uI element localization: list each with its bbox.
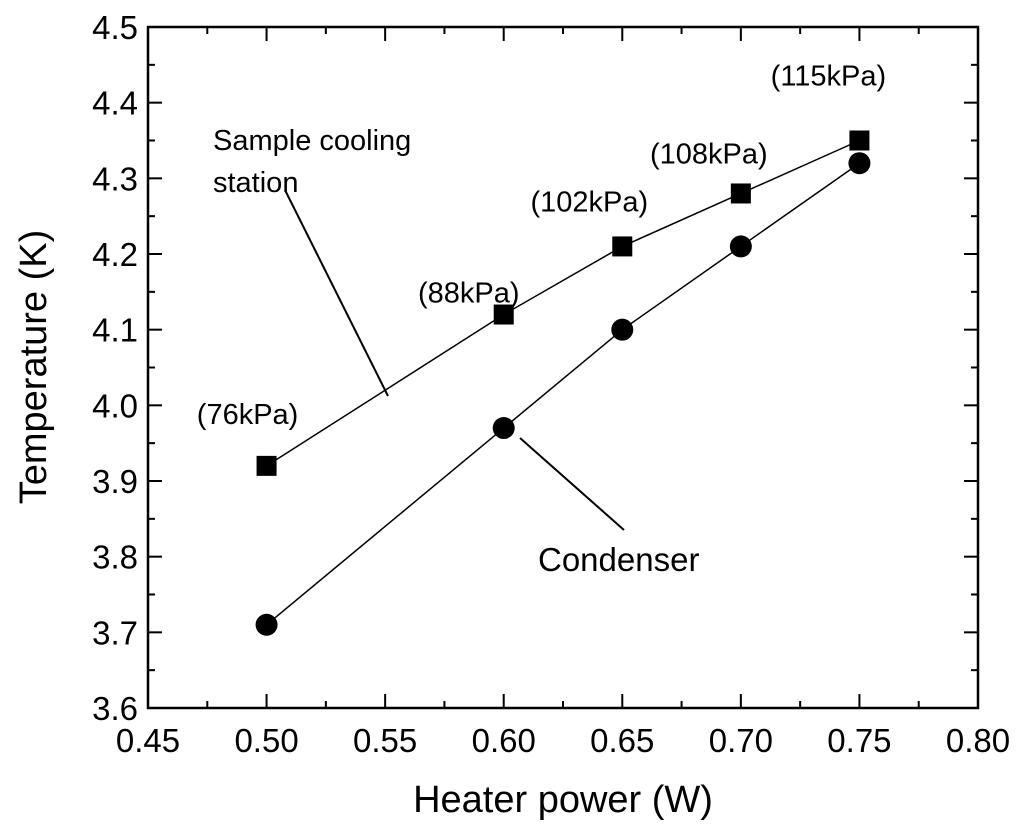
x-axis-title: Heater power (W) — [413, 779, 713, 821]
point-labels: (76kPa) (88kPa) (102kPa)(108kPa) (115kPa) — [197, 61, 886, 431]
pressure-label: (108kPa) — [650, 138, 768, 170]
square-marker — [256, 455, 277, 476]
y-tick-label: 3.6 — [92, 690, 138, 727]
x-tick-label: 0.75 — [827, 722, 891, 759]
y-tick-label: 4.5 — [92, 9, 138, 46]
y-tick-label: 4.3 — [92, 160, 138, 197]
y-tick-label: 3.9 — [92, 463, 138, 500]
circle-marker — [729, 235, 752, 258]
axis-tick-labels: 0.45 0.50 0.55 0.60 0.65 0.70 0.75 0.80 3.6 3.7 3.… — [92, 9, 1010, 759]
sample-cooling-annotation-line2: station — [213, 167, 298, 199]
axis-ticks — [147, 26, 979, 709]
x-tick-label: 0.80 — [946, 722, 1010, 759]
square-marker — [730, 183, 751, 204]
y-tick-label: 4.4 — [92, 85, 138, 122]
circle-marker — [611, 318, 634, 341]
y-tick-label: 4.0 — [92, 387, 138, 424]
x-tick-label: 0.60 — [472, 722, 536, 759]
pressure-label: (102kPa) — [530, 186, 648, 218]
x-tick-label: 0.50 — [234, 722, 298, 759]
y-tick-label: 4.1 — [92, 312, 138, 349]
square-marker — [493, 304, 514, 325]
x-tick-label: 0.65 — [590, 722, 654, 759]
circle-marker — [255, 613, 278, 636]
square-marker — [612, 236, 633, 257]
data-markers — [255, 130, 871, 636]
sample-cooling-leader-line — [284, 189, 389, 397]
sample-cooling-annotation-line1: Sample cooling — [213, 125, 411, 157]
x-tick-label: 0.45 — [116, 722, 180, 759]
circle-marker — [848, 152, 871, 175]
x-tick-label: 0.55 — [353, 722, 417, 759]
x-tick-label: 0.70 — [709, 722, 773, 759]
y-tick-label: 3.8 — [92, 539, 138, 576]
y-tick-label: 3.7 — [92, 614, 138, 651]
condenser-annotation: Condenser — [538, 541, 699, 578]
y-axis-title: Temperature (K) — [13, 230, 55, 505]
circle-marker — [492, 417, 515, 440]
y-tick-label: 4.2 — [92, 236, 138, 273]
pressure-label: (115kPa) — [771, 61, 887, 93]
pressure-label: (88kPa) — [418, 278, 520, 310]
square-marker — [849, 130, 870, 151]
condenser-leader-line — [519, 437, 625, 531]
pressure-label: (76kPa) — [197, 399, 299, 431]
